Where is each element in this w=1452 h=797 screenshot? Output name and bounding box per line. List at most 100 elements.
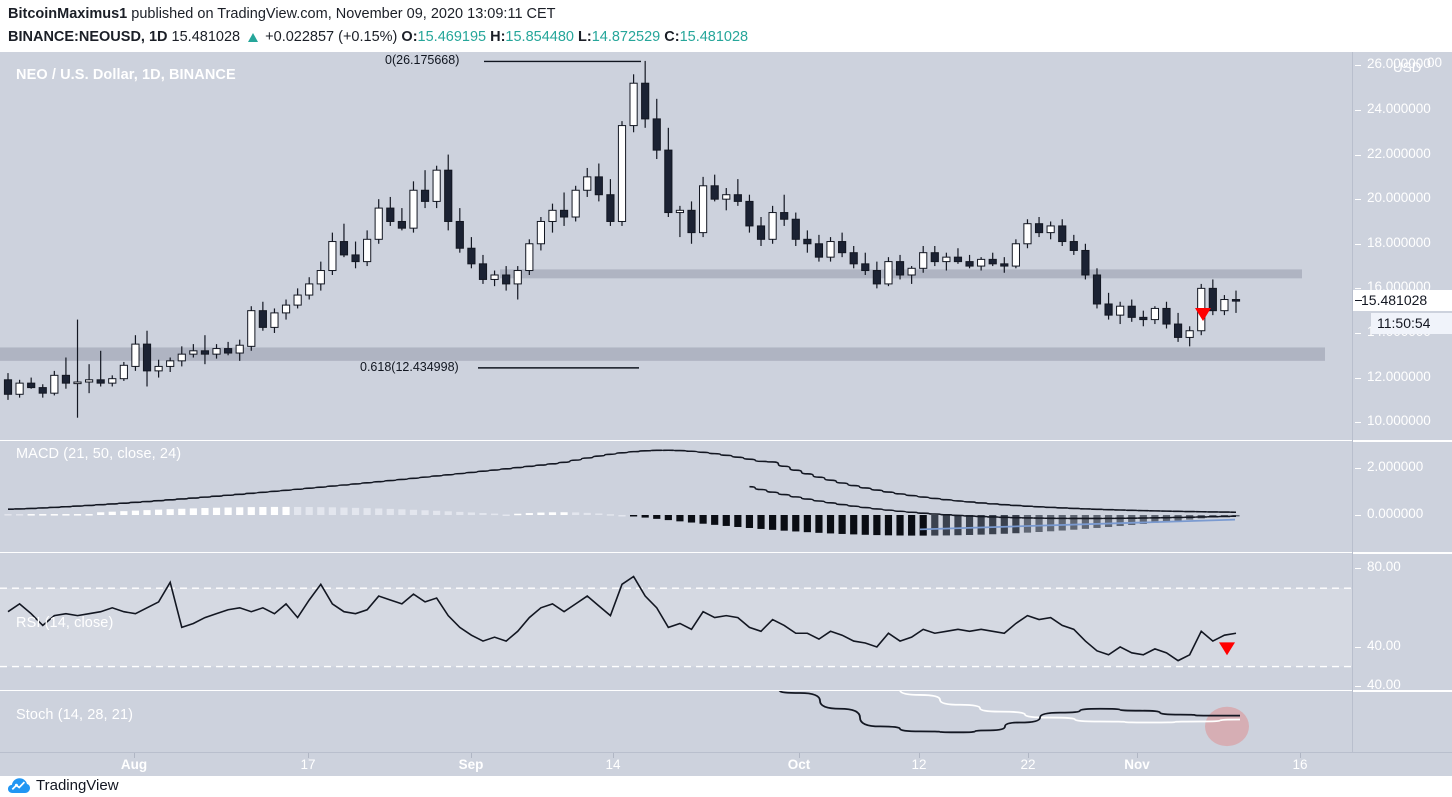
axis-separator [1353, 690, 1452, 692]
time-axis-label: 17 [300, 757, 316, 772]
tradingview-logo[interactable]: TradingView [8, 777, 119, 794]
macd-histogram-bar [421, 510, 429, 515]
axis-tick-mark [1355, 646, 1361, 648]
stoch-axis-label: 40.00 [1367, 677, 1401, 692]
price-axis-label: 20.000000 [1367, 190, 1431, 206]
triangle-up-icon [248, 33, 259, 42]
candle-body [1081, 249, 1090, 276]
macd-histogram-bar [85, 514, 93, 516]
axis-tick-mark [1355, 686, 1361, 687]
macd-histogram-bar [236, 507, 244, 515]
price-axis-label: 26.000000 [1367, 56, 1431, 72]
macd-histogram-bar [502, 514, 510, 516]
macd-histogram-bar [803, 515, 811, 533]
plot-column[interactable]: NEO / U.S. Dollar, 1D, BINANCE 0(26.1756… [0, 52, 1352, 752]
stoch-pane[interactable]: Stoch (14, 28, 21) [0, 690, 1352, 752]
price-axis[interactable]: USD 00 26.000000 24.000000 22.000000 20.000… [1352, 52, 1452, 752]
macd-histogram-bar [456, 511, 464, 515]
candle-body [826, 241, 835, 258]
axis-tick-mark [1355, 514, 1361, 516]
macd-histogram-bar [769, 515, 777, 530]
candle-body [1127, 305, 1136, 318]
macd-pane[interactable]: MACD (21, 50, close, 24) [0, 440, 1352, 552]
time-axis[interactable]: Aug 17 Sep 14 Oct 12 22 Nov 16 [0, 752, 1452, 776]
candle-body [965, 261, 974, 267]
macd-histogram-bar [711, 515, 719, 525]
candle-body [212, 348, 221, 355]
last-price: 15.481028 [171, 29, 241, 45]
macd-histogram-bar [780, 515, 788, 531]
macd-histogram-bar [1000, 515, 1008, 534]
chart-footer: TradingView [0, 776, 1452, 797]
open-value: 15.469195 [417, 29, 487, 45]
chart-frame[interactable]: NEO / U.S. Dollar, 1D, BINANCE 0(26.1756… [0, 52, 1452, 752]
candle-body [803, 238, 812, 245]
candle-body [1046, 225, 1055, 234]
macd-axis-label: 2.000000 [1367, 459, 1424, 474]
countdown-badge: 11:50:54 [1371, 312, 1452, 334]
candle-body [131, 343, 140, 367]
macd-histogram-bar [1081, 515, 1089, 529]
macd-histogram-bar [664, 515, 672, 521]
axis-tick-mark [1355, 199, 1361, 201]
symbol-label[interactable]: BINANCE:NEOUSD, 1D [8, 29, 168, 45]
close-label: C: [664, 29, 680, 45]
candle-body [1058, 225, 1067, 243]
candle-body [339, 241, 349, 256]
candle-body [710, 185, 719, 200]
macd-histogram-bar [687, 515, 696, 523]
candle-body [108, 378, 117, 384]
macd-histogram-bar [15, 514, 24, 516]
macd-histogram-bar [409, 509, 418, 515]
macd-histogram-bar [884, 515, 893, 536]
candle-body [328, 241, 337, 272]
candle-body [814, 243, 824, 258]
countdown-value: 11:50:54 [1377, 314, 1431, 331]
candle-body [1092, 274, 1102, 305]
candle-body [780, 212, 789, 220]
macd-histogram-bar [189, 508, 197, 515]
change-absolute: +0.022857 [265, 29, 335, 45]
candle-body [50, 374, 59, 394]
publication-line: BitcoinMaximus1 published on TradingView… [8, 6, 556, 22]
candle-body [444, 169, 453, 222]
time-axis-label: Sep [458, 757, 484, 772]
publication-meta: published on TradingView.com, November 0… [131, 6, 556, 22]
candle-body [305, 283, 314, 296]
current-price-badge: 15.481028 [1353, 289, 1452, 311]
macd-histogram-bar [745, 515, 754, 528]
macd-histogram-bar [537, 512, 545, 515]
candle-body [247, 310, 256, 347]
candle-body [930, 252, 939, 263]
current-price-value: 15.481028 [1361, 291, 1428, 308]
price-axis-label: 22.000000 [1367, 145, 1431, 161]
macd-histogram-bar [201, 508, 209, 515]
time-axis-label: Aug [120, 757, 148, 772]
rsi-band [0, 588, 1352, 667]
price-pane-canvas [0, 60, 1325, 418]
axis-tick-mark [1355, 243, 1361, 245]
candle-body [548, 209, 557, 222]
candle-body [455, 220, 464, 249]
price-pane[interactable]: NEO / U.S. Dollar, 1D, BINANCE 0(26.1756… [0, 52, 1352, 440]
macd-axis-label: 0.000000 [1367, 505, 1424, 521]
candle-body [270, 312, 279, 328]
fib-label-0: 0(26.175668) [385, 53, 460, 68]
macd-histogram-bar [363, 508, 371, 515]
candle-body [1023, 223, 1032, 245]
candle-body [224, 348, 233, 354]
candle-body [641, 82, 650, 120]
candle-body [571, 189, 580, 218]
rsi-pane[interactable]: RSI (14, close) [0, 552, 1352, 690]
candle-body [1220, 299, 1229, 312]
candle-body [189, 350, 198, 355]
macd-histogram-bar [340, 507, 348, 515]
axis-separator [1353, 440, 1452, 442]
low-value: 14.872529 [591, 29, 661, 45]
macd-histogram-bar [699, 515, 707, 524]
candle-body [919, 252, 928, 269]
axis-tick-mark [1355, 422, 1361, 424]
bearish-arrow-price-icon [1195, 308, 1211, 321]
currency-label: USD [1393, 60, 1422, 75]
